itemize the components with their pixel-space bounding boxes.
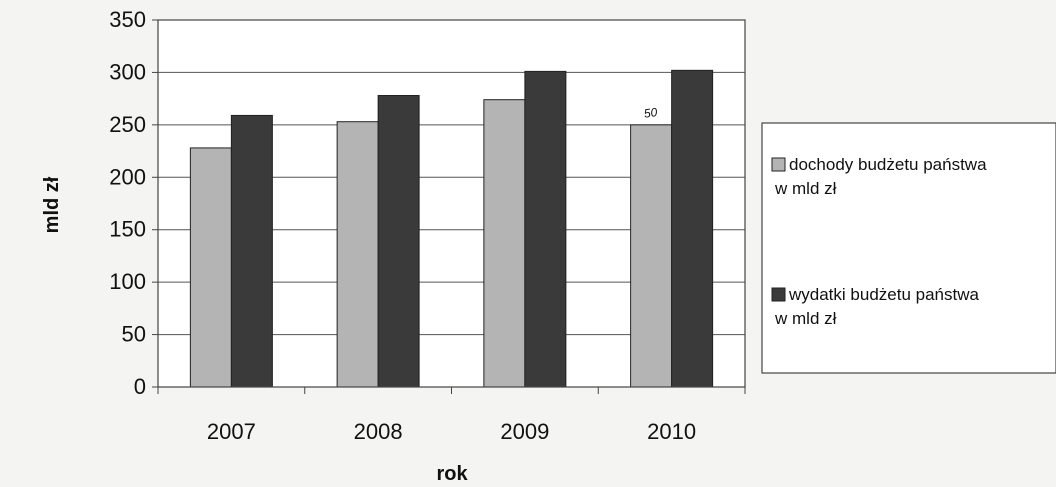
bar-wydatki-2008 — [378, 95, 419, 387]
legend-label: dochody budżetu państwa — [789, 155, 987, 174]
x-axis-label: rok — [436, 463, 468, 485]
bar-wydatki-2009 — [525, 71, 566, 387]
bar-wydatki-2007 — [231, 115, 272, 387]
legend-label: wydatki budżetu państwa — [788, 285, 979, 304]
bar-dochody-2010 — [631, 125, 672, 387]
annotations: 50 — [643, 105, 658, 121]
y-tick-label: 50 — [122, 322, 146, 347]
y-axis-label: mld zł — [41, 176, 63, 233]
y-tick-label: 300 — [109, 59, 146, 84]
bar-dochody-2009 — [484, 100, 525, 387]
y-axis-ticks: 0 50 100 150 200 250 300 350 — [109, 7, 158, 399]
x-tick-label: 2010 — [647, 419, 696, 444]
annotation-label: 50 — [643, 105, 658, 121]
x-tick-label: 2009 — [500, 419, 549, 444]
legend-swatch — [772, 158, 785, 171]
x-axis-ticks: 2007 2008 2009 2010 — [158, 387, 745, 444]
legend-label: w mld zł — [774, 309, 837, 328]
legend-label: w mld zł — [774, 179, 837, 198]
bar-wydatki-2010 — [672, 70, 713, 387]
y-tick-label: 350 — [109, 7, 146, 32]
legend: dochody budżetu państwa w mld zł wydatki b… — [762, 123, 1056, 373]
y-tick-label: 200 — [109, 164, 146, 189]
y-tick-label: 0 — [134, 374, 146, 399]
y-tick-label: 100 — [109, 269, 146, 294]
bar-dochody-2008 — [337, 122, 378, 387]
x-tick-label: 2007 — [207, 419, 256, 444]
y-tick-label: 150 — [109, 217, 146, 242]
y-tick-label: 250 — [109, 112, 146, 137]
bar-dochody-2007 — [190, 148, 231, 387]
legend-swatch — [772, 288, 785, 301]
x-tick-label: 2008 — [354, 419, 403, 444]
